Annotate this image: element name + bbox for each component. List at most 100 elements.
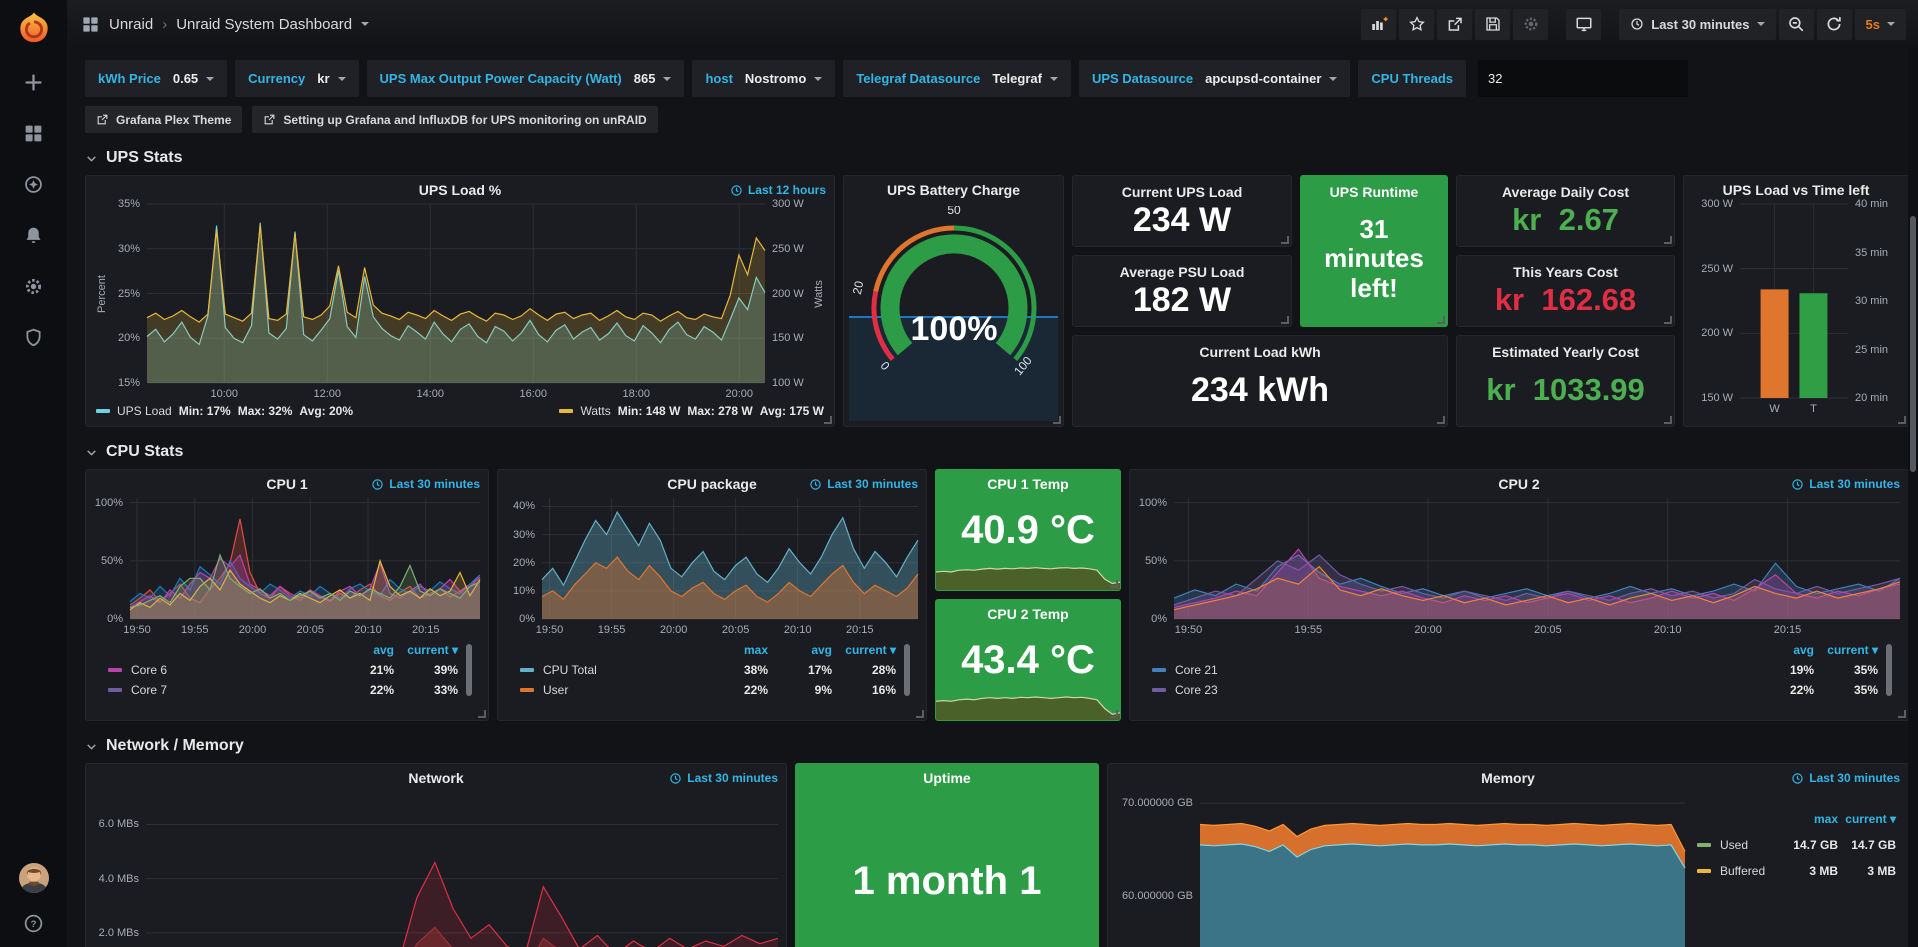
refresh-interval-picker[interactable]: 5s	[1854, 8, 1906, 40]
panel-time-range[interactable]: Last 12 hours	[730, 183, 826, 197]
panel-resize-handle[interactable]	[1053, 416, 1061, 424]
sidebar-item-configuration[interactable]	[22, 276, 46, 300]
legend-col-current[interactable]: current ▾	[845, 643, 896, 657]
legend-series-name[interactable]: Buffered	[1720, 864, 1766, 878]
panel-title[interactable]: CPU package	[667, 476, 757, 492]
panel-resize-handle[interactable]	[1281, 236, 1289, 244]
sidebar-item-server-admin[interactable]	[22, 327, 46, 351]
refresh-button[interactable]	[1816, 8, 1852, 40]
panel-resize-handle[interactable]	[824, 416, 832, 424]
legend-scrollbar[interactable]	[1886, 644, 1892, 696]
legend-col-current[interactable]: current ▾	[1827, 643, 1878, 657]
panel-resize-handle[interactable]	[1110, 580, 1118, 588]
panel-title[interactable]: UPS Load vs Time left	[1722, 182, 1870, 198]
legend-scrollbar[interactable]	[904, 644, 910, 696]
variable-host[interactable]: host Nostromo	[692, 60, 836, 97]
legend-col-avg[interactable]: avg	[1793, 643, 1814, 657]
panel-time-range[interactable]: Last 30 minutes	[1791, 771, 1900, 785]
network-chart[interactable]	[146, 792, 779, 947]
stat-title[interactable]: Current UPS Load	[1121, 184, 1243, 200]
panel-title[interactable]: CPU 2	[1498, 476, 1540, 492]
panel-resize-handle[interactable]	[1898, 710, 1906, 718]
scrollbar-thumb[interactable]	[1910, 216, 1916, 472]
share-dashboard-button[interactable]	[1437, 8, 1473, 40]
grafana-logo[interactable]	[15, 10, 53, 48]
dashboard-link[interactable]: Grafana Plex Theme	[85, 106, 243, 133]
panel-time-range[interactable]: Last 30 minutes	[669, 771, 778, 785]
legend-series-name[interactable]: Core 6	[131, 663, 168, 677]
legend-col-avg[interactable]: avg	[373, 643, 394, 657]
panel-time-range[interactable]: Last 30 minutes	[1791, 477, 1900, 491]
stat-title[interactable]: CPU 2 Temp	[987, 606, 1069, 622]
time-range-picker[interactable]: Last 30 minutes	[1619, 8, 1776, 40]
panel-resize-handle[interactable]	[1898, 416, 1906, 424]
panel-resize-handle[interactable]	[1281, 316, 1289, 324]
panel-resize-handle[interactable]	[916, 710, 924, 718]
legend-item[interactable]: Watts Min: 148 W Max: 278 W Avg: 175 W	[559, 402, 824, 420]
zoom-out-button[interactable]	[1778, 8, 1814, 40]
variable-input[interactable]: 32	[1478, 60, 1689, 97]
legend-series-name[interactable]: Core 7	[131, 683, 168, 697]
cycle-view-mode-button[interactable]	[1566, 8, 1602, 40]
legend-col-current[interactable]: current ▾	[407, 643, 458, 657]
chevron-down-icon[interactable]	[361, 22, 370, 26]
legend-col-max[interactable]: max	[743, 643, 768, 657]
sidebar-item-explore[interactable]	[22, 174, 46, 198]
add-panel-button[interactable]	[1361, 8, 1397, 40]
stat-title[interactable]: Uptime	[923, 770, 971, 786]
panel-title[interactable]: UPS Battery Charge	[886, 182, 1021, 198]
panel-resize-handle[interactable]	[1664, 316, 1672, 324]
breadcrumb-folder[interactable]: Unraid	[109, 15, 154, 33]
cpu1-chart[interactable]: 19:50 19:55 20:00 20:05 20:10 20:15	[123, 498, 481, 636]
variable-currency[interactable]: Currency kr	[235, 60, 359, 97]
memory-chart[interactable]	[1199, 792, 1686, 947]
sidebar-item-create[interactable]	[22, 72, 46, 96]
section-ups-stats[interactable]: UPS Stats	[85, 149, 182, 167]
legend-series-name[interactable]: Core 23	[1175, 683, 1218, 697]
mark-favorite-button[interactable]	[1399, 8, 1435, 40]
legend-series-name[interactable]: Core 21	[1175, 663, 1218, 677]
panel-resize-handle[interactable]	[1664, 416, 1672, 424]
stat-title[interactable]: Current Load kWh	[1199, 344, 1321, 360]
sidebar-item-alerting[interactable]	[22, 225, 46, 249]
cpu-package-chart[interactable]: 19:50 19:55 20:00 20:05 20:10 20:15	[536, 498, 919, 636]
panel-resize-handle[interactable]	[1437, 416, 1445, 424]
sidebar-item-dashboards[interactable]	[22, 123, 46, 147]
ups-load-chart[interactable]: 10:00 12:00 14:00 16:00 18:00 20:00	[146, 203, 766, 400]
legend-col-avg[interactable]: avg	[811, 643, 832, 657]
dashboard-link[interactable]: Setting up Grafana and InfluxDB for UPS …	[252, 106, 658, 133]
panel-resize-handle[interactable]	[478, 710, 486, 718]
variable-kwh-price[interactable]: kWh Price 0.65	[85, 60, 228, 97]
stat-title[interactable]: Estimated Yearly Cost	[1492, 344, 1639, 360]
variable-telegraf-datasource[interactable]: Telegraf Datasource Telegraf	[843, 60, 1071, 97]
legend-scrollbar[interactable]	[466, 644, 472, 696]
legend-series-name[interactable]: Used	[1720, 838, 1749, 852]
stat-title[interactable]: Average Daily Cost	[1501, 184, 1630, 200]
panel-time-range[interactable]: Last 30 minutes	[809, 477, 918, 491]
legend-col-max[interactable]: max	[1813, 812, 1838, 826]
stat-title[interactable]: UPS Runtime	[1329, 184, 1419, 200]
panel-title[interactable]: Network	[408, 770, 464, 786]
panel-title[interactable]: Memory	[1481, 770, 1535, 786]
legend-series-name[interactable]: User	[543, 683, 569, 697]
save-dashboard-button[interactable]	[1475, 8, 1511, 40]
dashboard-scrollbar[interactable]	[1908, 48, 1918, 947]
legend-col-current[interactable]: current ▾	[1845, 812, 1896, 826]
panel-resize-handle[interactable]	[1110, 710, 1118, 718]
panel-resize-handle[interactable]	[1437, 316, 1445, 324]
help-icon[interactable]: ?	[22, 913, 46, 937]
legend-item[interactable]: UPS Load Min: 17% Max: 32% Avg: 20%	[96, 402, 353, 420]
battery-gauge[interactable]: 0 20 50 100 100%	[844, 206, 1063, 426]
cpu2-chart[interactable]: 19:50 19:55 20:00 20:05 20:10 20:15	[1173, 498, 1901, 636]
section-network-memory[interactable]: Network / Memory	[85, 737, 244, 755]
dashboard-settings-button[interactable]	[1513, 8, 1549, 40]
panel-time-range[interactable]: Last 30 minutes	[371, 477, 480, 491]
legend-series-name[interactable]: CPU Total	[543, 663, 597, 677]
variable-ups-datasource[interactable]: UPS Datasource apcupsd-container	[1078, 60, 1351, 97]
stat-title[interactable]: This Years Cost	[1513, 264, 1618, 280]
user-avatar[interactable]	[18, 863, 49, 893]
panel-resize-handle[interactable]	[1664, 236, 1672, 244]
panel-title[interactable]: UPS Load %	[418, 182, 502, 198]
section-cpu-stats[interactable]: CPU Stats	[85, 443, 183, 461]
